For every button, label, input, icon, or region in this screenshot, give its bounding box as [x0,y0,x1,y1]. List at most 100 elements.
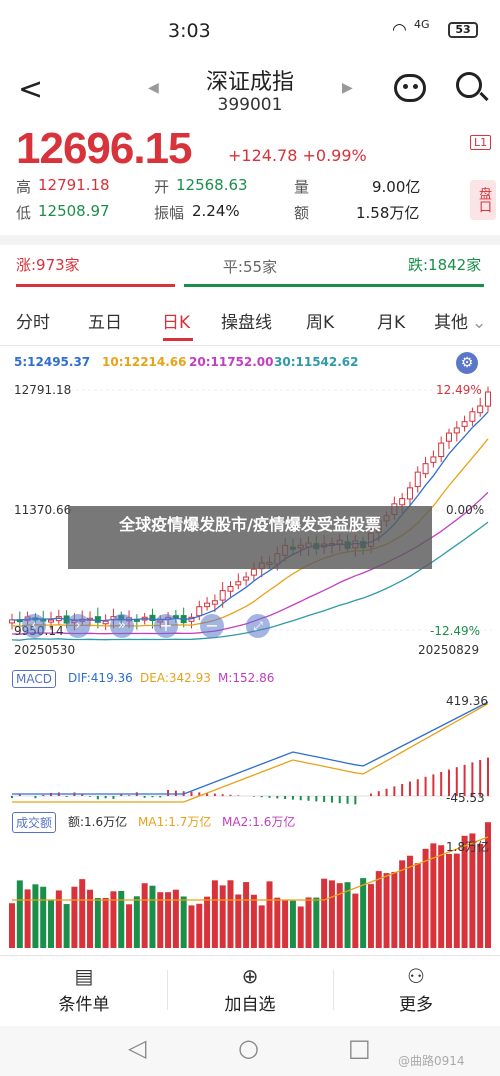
chevron-down-icon: ⌄ [472,313,487,333]
period-tabs: 分时 五日 日K 操盘线 周K 月K 其他 ⌄ [0,308,500,340]
robot-assistant-icon[interactable] [394,74,426,102]
candle-body [469,411,476,422]
volume-bar [266,881,273,948]
volume-bar [438,845,445,948]
volume-bar [40,886,47,948]
volume-bar [414,863,421,948]
candle-body [243,576,250,581]
volume-bar [219,885,226,948]
volume-bar [180,896,187,948]
volume-bar [16,880,23,948]
volume-bar [149,885,156,948]
low-value: 12508.97 [38,202,110,220]
macd-m: M:152.86 [218,671,275,685]
volume-bar [289,900,296,948]
candle-body [399,498,406,506]
volume-bar [469,833,476,948]
tab-five-day[interactable]: 五日 [88,313,122,333]
tab-monthly-k[interactable]: 月K [377,313,406,333]
scroll-left-icon[interactable]: ‹ [22,614,46,638]
volume-bar [485,822,491,948]
kline-date-start: 20250530 [14,643,76,657]
tab-other[interactable]: 其他 ⌄ [434,308,486,333]
more-icon: ⚇ [407,964,425,988]
candle-body [438,442,445,458]
volume-bar [118,890,125,948]
add-watchlist-button[interactable]: ⊕ 加自选 [180,964,320,1015]
previous-index-icon[interactable]: ◀ [148,80,159,96]
nav-home-icon[interactable]: ○ [238,1034,259,1062]
volume-bar [383,873,390,948]
volume-bar [344,882,351,948]
add-circle-icon: ⊕ [241,964,259,988]
volume-bar [165,892,172,948]
kline-y-mid: 11370.66 [14,503,72,517]
up-count: 涨:973家 [16,256,80,274]
volume-bar [243,882,250,948]
nav-back-icon[interactable]: ◁ [128,1034,147,1062]
more-button[interactable]: ⚇ 更多 [346,964,486,1015]
amount-value: 1.58万亿 [356,204,420,222]
volume-bar [63,904,70,948]
fullscreen-icon[interactable]: ⤢ [246,614,270,638]
volume-bar [71,886,78,948]
candle-body [219,590,226,601]
next-index-icon[interactable]: ▶ [342,80,353,96]
volume-label: 量 [294,178,310,196]
kline-y-top: 12791.18 [14,383,72,397]
volume-indicator-button[interactable]: 成交额 [12,812,57,833]
volume-bar [102,897,109,948]
chart-area [9,386,492,948]
volume-bar [87,889,94,948]
wifi-icon: ◠ [392,20,407,40]
divider [0,235,500,245]
zoom-out-icon[interactable]: − [200,614,224,638]
volume-bar [422,848,429,948]
volume-top: 1.8万亿 [446,840,490,854]
ma20-legend: 20:11752.00 [189,355,274,369]
volume-ma1: MA1:1.7万亿 [138,815,212,829]
volume-bar [367,884,374,948]
volume-bar [227,880,234,948]
volume-bar [235,894,242,948]
candle-body [477,405,484,414]
volume-bar [352,893,359,948]
macd-dif-line [12,701,489,795]
volume-bar [141,883,148,948]
add-watchlist-label: 加自选 [224,995,276,1015]
tab-intraday[interactable]: 分时 [16,313,50,333]
volume-bar [196,903,203,948]
macd-indicator-button[interactable]: MACD [12,670,56,688]
high-value: 12791.18 [38,176,110,194]
change-percent: +0.99% [302,146,367,165]
bottom-toolbar: ▤ 条件单 ⊕ 加自选 ⚇ 更多 [0,955,500,1025]
scroll-end-icon[interactable]: » [110,614,134,638]
volume-bar [188,905,195,948]
change-value: +124.78 [228,146,298,165]
volume-ma1-line [12,836,489,901]
volume-bar [133,896,140,948]
candle-body [414,471,421,488]
tab-weekly-k[interactable]: 周K [306,313,335,333]
search-icon[interactable] [456,72,482,98]
tab-trading-line[interactable]: 操盘线 [221,313,272,333]
volume-bar [211,880,218,948]
volume-bar [399,860,406,948]
tab-daily-k[interactable]: 日K [162,313,191,333]
nav-recents-icon[interactable]: □ [348,1034,371,1062]
macd-dea: DEA:342.93 [140,671,211,685]
gear-icon[interactable]: ⚙ [456,352,478,374]
zoom-in-icon[interactable]: + [154,614,178,638]
divider [167,970,168,1010]
order-book-button[interactable]: 盘口 [470,180,496,220]
scroll-right-icon[interactable]: › [66,614,90,638]
level1-badge[interactable]: L1 [470,135,492,150]
condition-order-button[interactable]: ▤ 条件单 [14,964,154,1015]
battery-icon: 53 [448,22,478,38]
back-chevron-icon[interactable]: < [18,72,44,107]
volume-bar [9,903,15,948]
condition-order-icon: ▤ [74,964,94,988]
down-count: 跌:1842家 [408,256,482,274]
page-title: 深证成指 [205,70,294,95]
ma5-legend: 5:12495.37 [14,355,91,369]
